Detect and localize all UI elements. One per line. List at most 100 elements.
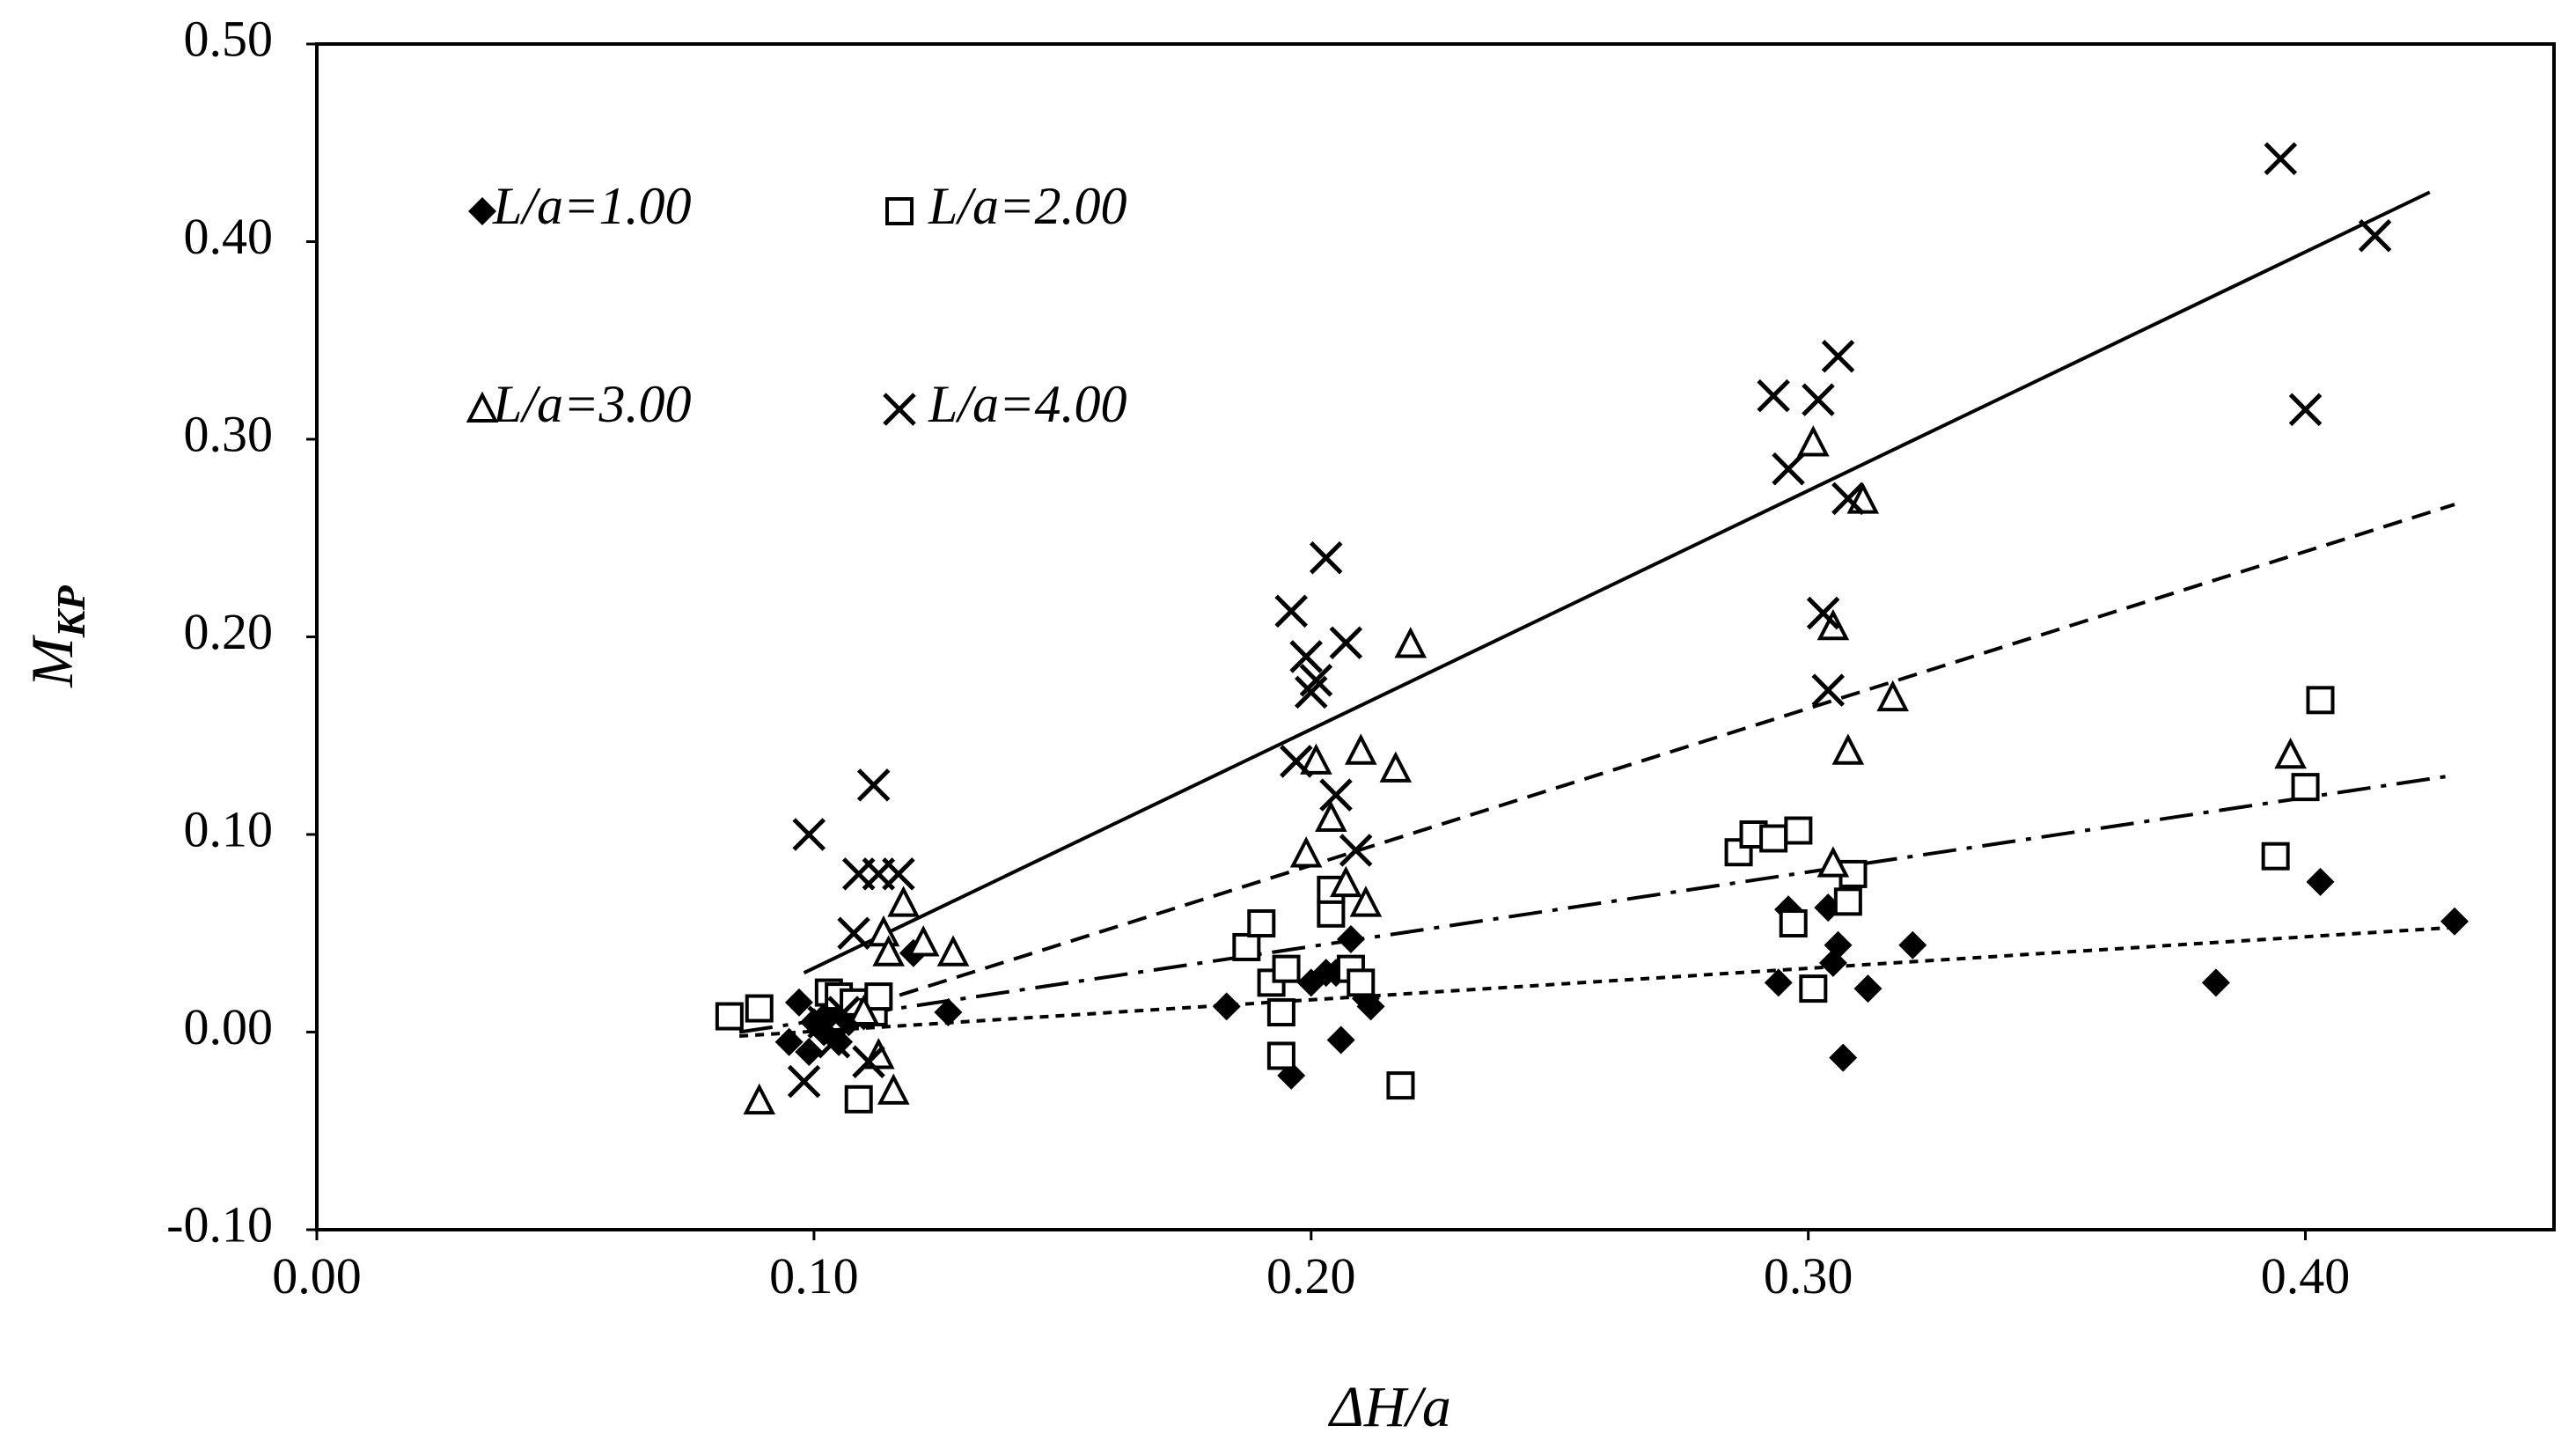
- data-point-square: [1347, 968, 1376, 997]
- trendline-triangle: [813, 503, 2455, 1025]
- data-point-diamond: [1356, 992, 1385, 1021]
- data-point-diamond: [825, 1027, 854, 1056]
- data-point-triangle: [743, 1083, 776, 1115]
- data-point-diamond: [1764, 968, 1793, 997]
- data-point-triangle: [1831, 733, 1865, 765]
- data-point-x: [2288, 393, 2323, 427]
- data-point-x: [1757, 379, 1790, 413]
- data-point-square: [1386, 1071, 1415, 1100]
- y-tick-label: 0.50: [184, 10, 274, 67]
- data-point-square: [864, 982, 893, 1011]
- data-point-square: [1317, 899, 1346, 928]
- data-point-triangle: [872, 935, 905, 967]
- y-axis-title-subscript: KP: [48, 584, 93, 638]
- data-point-square: [2291, 773, 2320, 802]
- data-point-x: [1806, 596, 1840, 630]
- data-point-triangle: [906, 925, 940, 957]
- y-axis-ticks: -0.10 0.00 0.10 0.20 0.30 0.40 0.50: [166, 10, 317, 1253]
- data-point-diamond: [2440, 907, 2470, 936]
- data-point-x: [1831, 481, 1865, 516]
- y-tick-label: 0.00: [184, 998, 274, 1055]
- y-axis-title-main: M: [18, 635, 85, 688]
- trendline-diamond: [739, 925, 2455, 1038]
- data-point-diamond: [934, 998, 963, 1027]
- data-point-diamond: [1336, 924, 1365, 953]
- data-point-triangle: [1379, 751, 1413, 783]
- data-point-diamond: [1829, 1043, 1858, 1072]
- legend-label-l-a-1: L/a=1.00: [492, 177, 692, 235]
- data-point-triangle: [1300, 743, 1332, 775]
- data-point-square: [1759, 824, 1788, 853]
- data-point-diamond: [774, 1027, 804, 1056]
- data-point-x: [852, 1045, 885, 1078]
- data-point-triangle: [848, 994, 880, 1026]
- data-point-x: [1329, 626, 1363, 660]
- data-point-x: [807, 1005, 840, 1040]
- legend-marker-square: [885, 197, 914, 225]
- data-point-x: [856, 768, 891, 802]
- data-point-square: [1272, 954, 1301, 983]
- x-axis-ticks: 0.00 0.10 0.20 0.30 0.40: [272, 1230, 2350, 1305]
- x-tick-label: 0.00: [272, 1247, 362, 1305]
- data-point-square: [2261, 842, 2290, 871]
- data-point-diamond: [2201, 968, 2230, 997]
- data-point-triangle: [887, 886, 920, 917]
- data-point-square: [1799, 974, 1828, 1003]
- data-point-x: [1289, 640, 1323, 673]
- y-axis-title: MKP: [18, 584, 93, 687]
- data-point-square: [1232, 932, 1261, 961]
- data-point-x: [1772, 452, 1805, 486]
- data-point-square: [1833, 887, 1862, 916]
- data-point-triangle: [877, 1073, 910, 1105]
- data-point-x: [1811, 673, 1846, 707]
- data-markers: [715, 142, 2470, 1115]
- data-point-x: [837, 916, 870, 951]
- data-point-square: [1838, 859, 1868, 888]
- data-point-triangle: [1394, 627, 1427, 658]
- y-tick-label: -0.10: [166, 1195, 273, 1253]
- legend-label-l-a-2: L/a=2.00: [928, 177, 1127, 235]
- data-point-triangle: [1315, 800, 1347, 833]
- legend: L/a=1.00 L/a=2.00 L/a=3.00 L/a=4.00: [466, 177, 1127, 433]
- data-point-square: [1784, 816, 1813, 845]
- legend-marker-x-shape: [883, 393, 916, 426]
- trendline-square: [738, 773, 2455, 1034]
- data-point-x: [2264, 142, 2298, 175]
- data-point-square: [844, 1084, 873, 1114]
- data-point-x: [882, 857, 915, 891]
- data-point-triangle: [1330, 865, 1362, 898]
- x-tick-label: 0.40: [2261, 1247, 2351, 1305]
- x-axis-title: ΔH/a: [1327, 1375, 1451, 1439]
- data-point-triangle: [936, 935, 970, 967]
- legend-label-l-a-3: L/a=3.00: [492, 375, 692, 433]
- legend-marker-triangle: [466, 391, 499, 423]
- data-point-square: [745, 994, 774, 1023]
- x-tick-label: 0.20: [1266, 1247, 1356, 1305]
- y-tick-label: 0.10: [184, 800, 274, 857]
- data-point-square: [1266, 998, 1295, 1027]
- data-point-x: [817, 1025, 851, 1059]
- trendline-x: [803, 190, 2431, 974]
- data-point-x: [1280, 745, 1313, 778]
- data-point-x: [827, 996, 861, 1029]
- data-point-x: [1309, 540, 1343, 575]
- data-point-diamond: [1853, 974, 1882, 1003]
- legend-marker-x: [883, 393, 916, 426]
- data-point-square: [1724, 838, 1753, 867]
- data-point-triangle: [1349, 886, 1383, 917]
- data-point-x: [1274, 594, 1308, 628]
- data-point-diamond: [1326, 1025, 1355, 1055]
- y-tick-label: 0.40: [184, 208, 274, 265]
- y-axis-title-text: MKP: [18, 584, 93, 687]
- data-point-triangle: [1344, 733, 1377, 765]
- data-point-diamond: [784, 988, 813, 1017]
- data-point-x: [1299, 664, 1333, 697]
- data-point-diamond: [1898, 930, 1927, 959]
- data-point-x: [792, 818, 826, 851]
- legend-marker-diamond-shape: [468, 197, 496, 225]
- data-point-triangle: [1816, 846, 1850, 878]
- data-point-square: [1266, 1041, 1295, 1070]
- legend-marker-square-shape: [885, 197, 914, 225]
- y-tick-label: 0.30: [184, 405, 274, 462]
